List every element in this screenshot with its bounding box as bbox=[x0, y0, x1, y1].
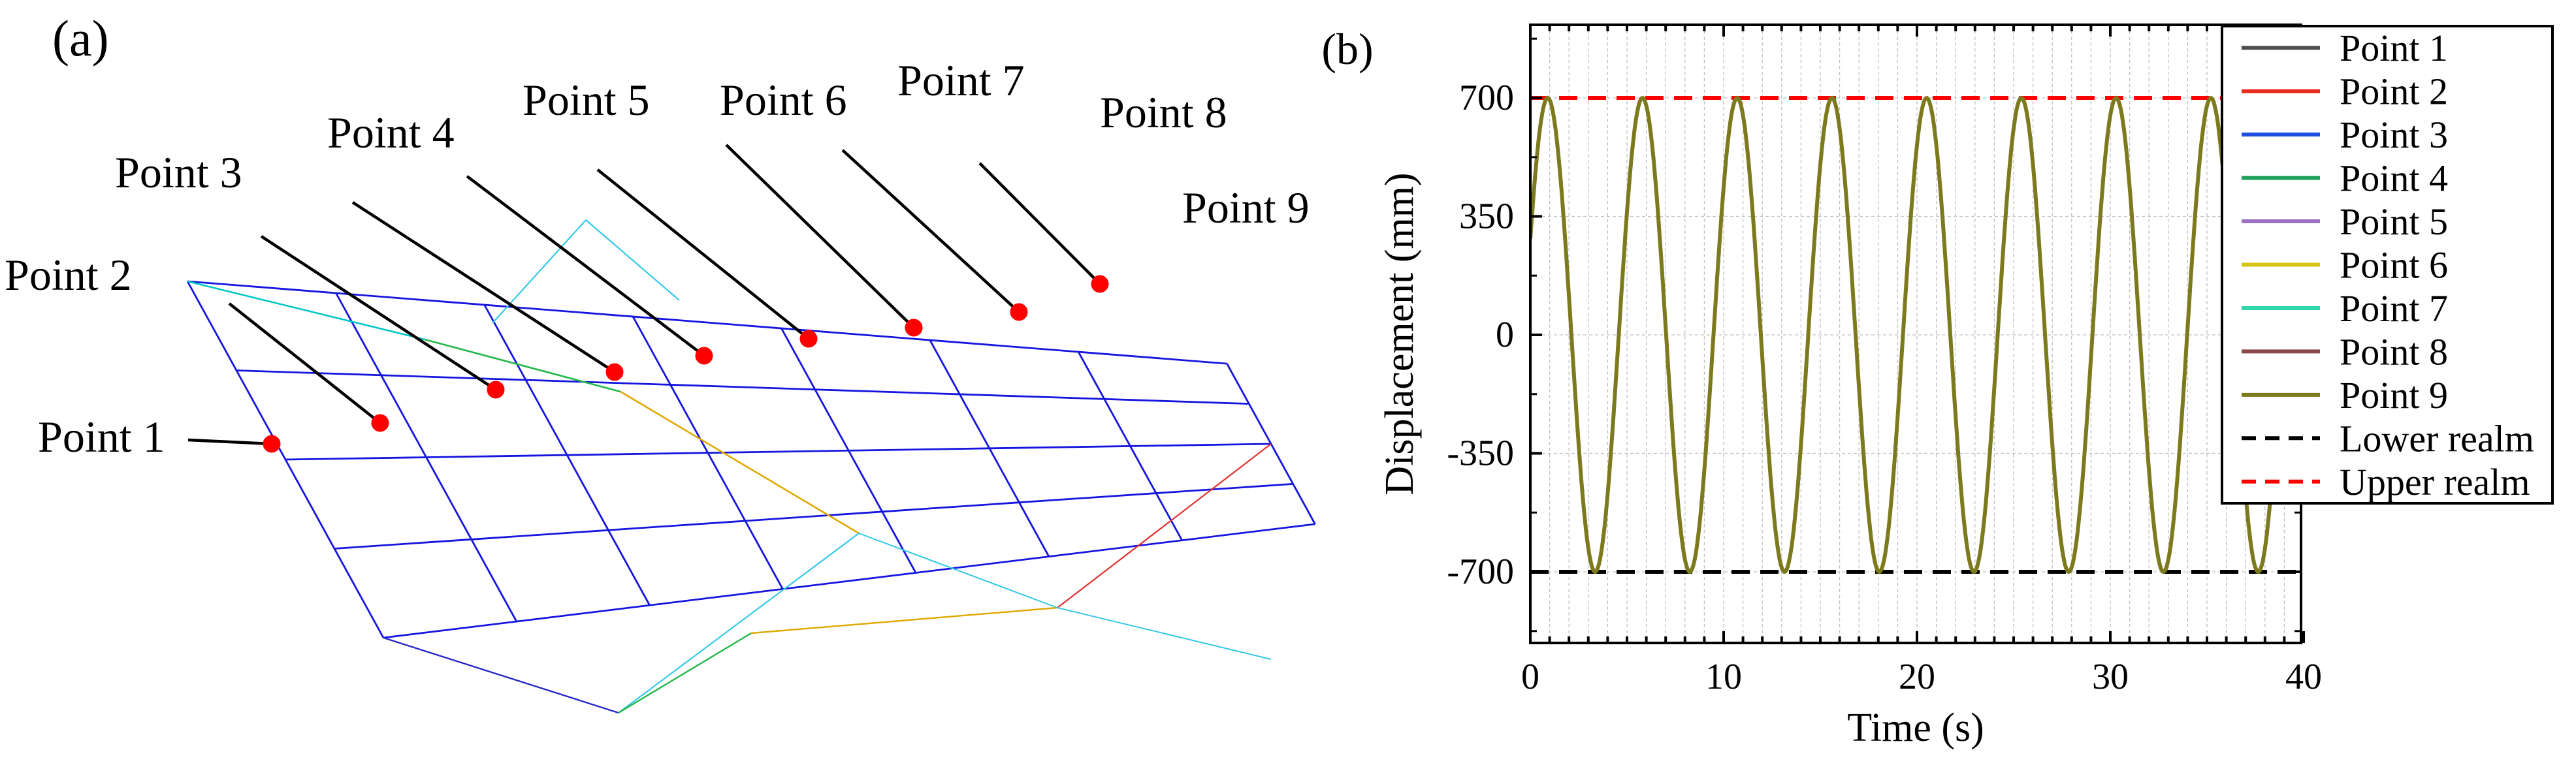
svg-text:Point 6: Point 6 bbox=[2340, 244, 2448, 287]
svg-text:Displacement (mm): Displacement (mm) bbox=[1377, 172, 1422, 495]
svg-text:20: 20 bbox=[1899, 657, 1935, 697]
svg-text:(a): (a) bbox=[52, 10, 109, 67]
svg-text:Point 5: Point 5 bbox=[523, 75, 650, 125]
svg-text:Point 5: Point 5 bbox=[2340, 200, 2448, 243]
svg-text:-700: -700 bbox=[1447, 552, 1514, 592]
svg-text:Point 3: Point 3 bbox=[2340, 114, 2448, 156]
svg-text:Lower realm: Lower realm bbox=[2340, 417, 2534, 460]
svg-text:Point 7: Point 7 bbox=[897, 55, 1025, 105]
svg-text:Upper realm: Upper realm bbox=[2340, 461, 2530, 503]
svg-text:10: 10 bbox=[1705, 657, 1742, 697]
svg-text:40: 40 bbox=[2285, 657, 2322, 697]
svg-text:Point 4: Point 4 bbox=[2340, 157, 2448, 200]
svg-text:(b): (b) bbox=[1321, 24, 1373, 74]
svg-text:Point 2: Point 2 bbox=[2340, 70, 2448, 113]
svg-text:Point 3: Point 3 bbox=[115, 148, 242, 197]
svg-text:Point 1: Point 1 bbox=[38, 412, 165, 461]
svg-text:Point 1: Point 1 bbox=[2340, 27, 2448, 69]
svg-text:0: 0 bbox=[1496, 315, 1514, 355]
svg-text:Point 8: Point 8 bbox=[2340, 330, 2448, 373]
svg-text:Point 6: Point 6 bbox=[720, 75, 847, 125]
svg-text:350: 350 bbox=[1459, 196, 1514, 237]
svg-text:0: 0 bbox=[1521, 657, 1539, 697]
svg-text:Point 2: Point 2 bbox=[5, 250, 132, 300]
svg-text:-350: -350 bbox=[1447, 433, 1514, 474]
svg-text:Point 7: Point 7 bbox=[2340, 287, 2448, 330]
svg-text:Point 8: Point 8 bbox=[1100, 87, 1227, 137]
svg-text:Point 4: Point 4 bbox=[327, 108, 455, 157]
svg-text:Point 9: Point 9 bbox=[2340, 374, 2448, 416]
svg-text:30: 30 bbox=[2092, 657, 2129, 697]
svg-text:Point 9: Point 9 bbox=[1182, 183, 1310, 232]
svg-text:700: 700 bbox=[1459, 78, 1514, 118]
svg-text:Time (s): Time (s) bbox=[1847, 706, 1984, 750]
